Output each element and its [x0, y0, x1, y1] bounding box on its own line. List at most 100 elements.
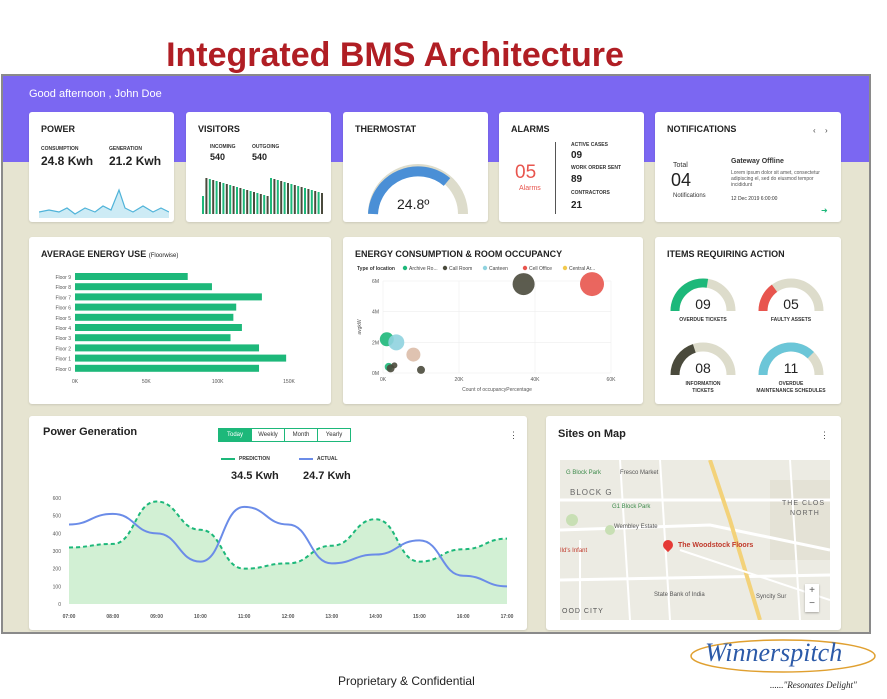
energy-category-label: Floor 8 — [55, 285, 71, 291]
thermostat-card[interactable]: THERMOSTAT 24.8º — [343, 112, 488, 222]
gauge-value: 09 — [695, 296, 711, 312]
line-x-tick: 15:00 — [413, 614, 426, 620]
prediction-value: 34.5 Kwh — [231, 470, 279, 482]
map-place: THE CLOS — [782, 500, 826, 507]
gauge-label: OVERDUE TICKETS — [679, 317, 727, 323]
energy-category-label: Floor 7 — [55, 295, 71, 301]
map-marker-label[interactable]: The Woodstock Floors — [678, 542, 754, 549]
map-view[interactable]: G Block Park Fresco Market BLOCK G G1 Bl… — [560, 460, 830, 620]
gauge-fill — [758, 284, 778, 312]
arrow-right-icon[interactable]: ➜ — [821, 206, 828, 215]
map-more-options-icon[interactable]: ⋮ — [820, 430, 829, 440]
visitor-bar — [307, 189, 310, 214]
energy-use-card[interactable]: AVERAGE ENERGY USE (Floorwise) Floor 9 Fl… — [29, 237, 331, 404]
line-x-tick: 07:00 — [63, 614, 76, 620]
energy-bar — [75, 293, 262, 301]
energy-x-tick: 100K — [212, 379, 224, 385]
tab-today[interactable]: Today — [219, 429, 251, 441]
energy-bar — [75, 334, 231, 342]
contractors-value: 21 — [571, 200, 583, 211]
visitors-bar-chart — [202, 178, 323, 214]
energy-x-tick: 150K — [283, 379, 295, 385]
prediction-legend-swatch — [221, 458, 235, 460]
period-tabs: Today Weekly Month Yearly — [218, 428, 351, 442]
line-x-tick: 13:00 — [325, 614, 338, 620]
alert-title[interactable]: Gateway Offline — [731, 158, 784, 165]
energy-category-label: Floor 3 — [55, 336, 71, 342]
visitor-bar — [232, 186, 235, 214]
visitor-bar — [242, 189, 245, 214]
gauge-fill — [670, 344, 696, 376]
items-action-card[interactable]: ITEMS REQUIRING ACTION 09 OVERDUE TICKETS… — [655, 237, 841, 404]
legend-entry: Archive Ro... — [409, 266, 438, 272]
map-card[interactable]: Sites on Map ⋮ G Block Park Fresco Marke… — [546, 416, 841, 630]
line-y-tick: 200 — [53, 567, 62, 573]
visitor-bar — [208, 179, 211, 214]
visitor-bar — [219, 182, 221, 214]
energy-bar — [75, 313, 234, 321]
scatter-point — [417, 365, 425, 374]
notifications-title: NOTIFICATIONS — [667, 124, 737, 134]
power-title: POWER — [41, 124, 76, 134]
energy-bar — [75, 324, 242, 331]
energy-bar-chart: Floor 9 Floor 8 Floor 7 Floor 6 Floor 5 Floor… — [55, 273, 295, 385]
map-title: Sites on Map — [558, 428, 626, 440]
power-card[interactable]: POWER CONSUMPTION 24.8 Kwh GENERATION 21… — [29, 112, 174, 222]
gauge-value: 11 — [784, 360, 799, 376]
prev-arrow-icon[interactable]: ‹ — [813, 126, 816, 135]
alert-body: Lorem ipsum dolor sit amet, consectetur … — [731, 170, 820, 188]
visitor-bar — [256, 193, 259, 214]
power-generation-card[interactable]: Power Generation Today Weekly Month Year… — [29, 416, 527, 630]
more-options-icon[interactable]: ⋮ — [509, 430, 518, 440]
line-x-tick: 17:00 — [501, 614, 514, 620]
scatter-y-tick: 4M — [372, 310, 379, 316]
energy-category-label: Floor 6 — [55, 306, 71, 312]
consumption-label: CONSUMPTION — [41, 146, 79, 152]
incoming-value: 540 — [210, 152, 226, 162]
occupancy-card[interactable]: ENERGY CONSUMPTION & ROOM OCCUPANCY Type… — [343, 237, 643, 404]
line-y-tick: 100 — [53, 584, 62, 590]
energy-category-label: Floor 1 — [55, 357, 71, 363]
tab-weekly[interactable]: Weekly — [251, 429, 284, 441]
next-arrow-icon[interactable]: › — [825, 126, 828, 135]
visitor-bar — [304, 188, 306, 214]
map-place: Wembley Estate — [614, 524, 658, 530]
line-x-tick: 11:00 — [238, 614, 251, 620]
power-generation-title: Power Generation — [43, 426, 138, 438]
company-logo: Winnerspitch — [705, 638, 843, 667]
occupancy-scatter-chart: Type of location Archive Ro... Call Room Ca… — [357, 265, 616, 393]
legend-entry: Call Room — [449, 266, 472, 272]
gauge-label: FAULTY ASSETS — [771, 317, 812, 323]
notifications-card[interactable]: NOTIFICATIONS ‹ › Total 04 Notifications… — [655, 112, 841, 222]
visitor-bar — [236, 187, 238, 214]
zoom-controls: + − — [805, 584, 819, 612]
actual-line — [68, 505, 508, 588]
tab-month[interactable]: Month — [284, 429, 317, 441]
legend-dot — [522, 265, 528, 271]
tab-yearly[interactable]: Yearly — [317, 429, 350, 441]
alarms-card[interactable]: ALARMS 05 Alarms ACTIVE CASES 09 WORK OR… — [499, 112, 644, 222]
prediction-line — [68, 500, 508, 570]
active-cases-value: 09 — [571, 150, 583, 161]
actual-value: 24.7 Kwh — [303, 470, 351, 482]
visitor-bar — [246, 190, 249, 214]
items-action-gauges: 09 OVERDUE TICKETS 05 FAULTY ASSETS 08 INFORM… — [670, 278, 826, 394]
alert-date: 12 Dec 2019 6:00:00 — [731, 196, 778, 202]
zoom-out-icon[interactable]: − — [809, 598, 815, 609]
energy-bar — [75, 273, 188, 280]
energy-bar — [75, 303, 237, 311]
visitors-card[interactable]: VISITORS INCOMING 540 OUTGOING 540 — [186, 112, 331, 222]
total-value: 04 — [671, 170, 692, 190]
zoom-in-icon[interactable]: + — [809, 585, 815, 596]
legend-dot — [482, 265, 488, 271]
energy-bar — [75, 354, 287, 362]
active-cases-label: ACTIVE CASES — [571, 142, 608, 148]
visitor-bar — [283, 182, 286, 214]
notifications-sub-label: Notifications — [673, 193, 706, 199]
line-y-tick: 300 — [53, 549, 62, 555]
visitors-title: VISITORS — [198, 124, 240, 134]
legend-dot — [562, 265, 568, 271]
visitor-bar — [259, 194, 262, 214]
alarms-divider — [555, 142, 556, 214]
items-action-title: ITEMS REQUIRING ACTION — [667, 249, 785, 259]
